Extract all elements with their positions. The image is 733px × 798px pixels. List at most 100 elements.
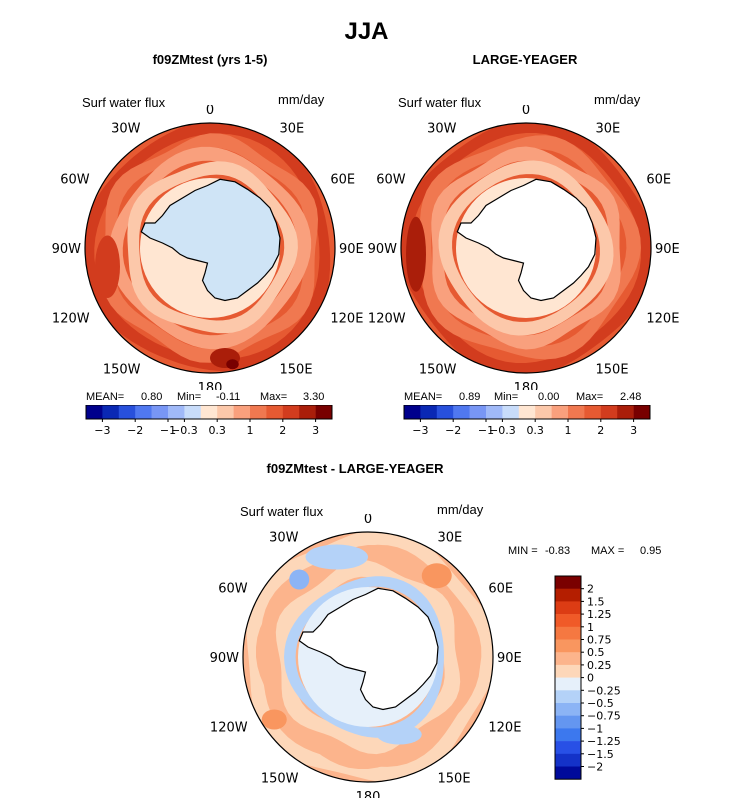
colorbar-tick-label: −0.5 <box>587 697 614 710</box>
colorbar-swatch <box>600 405 618 419</box>
longitude-label: 120W <box>368 312 406 327</box>
antarctica-coastline <box>456 178 597 302</box>
panel2-min-value: 0.00 <box>538 391 560 403</box>
longitude-label: 60E <box>488 582 513 597</box>
longitude-label: 150E <box>438 771 471 786</box>
longitude-label: 120E <box>488 721 521 736</box>
longitude-label: 60W <box>376 173 406 188</box>
contour-blob <box>261 709 287 730</box>
main-title: JJA <box>344 18 389 45</box>
colorbar-swatch <box>555 601 581 615</box>
panel1-map: 0 30E 60E 90E 120E 150E 180 150W 120W 90W 60W 30W <box>52 105 364 390</box>
panel3-max-label: MAX = <box>591 545 625 557</box>
colorbar-swatch <box>502 405 520 419</box>
longitude-label: 120W <box>52 312 90 327</box>
longitude-label: 180 <box>514 381 539 390</box>
longitude-label: 30W <box>427 122 457 137</box>
colorbar-swatch <box>555 639 581 653</box>
contour-blob <box>376 724 422 745</box>
panel2-mean-label: MEAN= <box>404 391 443 403</box>
map-boundary <box>84 122 336 374</box>
longitude-label: 30W <box>111 122 141 137</box>
panel1-mean-value: 0.80 <box>141 391 163 403</box>
longitude-label: 90E <box>655 242 680 257</box>
colorbar-swatch <box>555 677 581 691</box>
longitude-label: 90E <box>339 242 364 257</box>
colorbar-swatch <box>555 664 581 678</box>
longitude-label: 180 <box>198 381 223 390</box>
panel2-map: 0 30E 60E 90E 120E 150E 180 150W 120W 90W 60W 30W <box>368 105 680 390</box>
colorbar-frame <box>85 405 333 420</box>
panel1-units-label: mm/day <box>278 92 325 107</box>
panel1-mean-label: MEAN= <box>86 391 125 403</box>
colorbar-swatch <box>551 405 569 419</box>
colorbar-swatch <box>555 741 581 755</box>
panel2-colorbar: −3 −2 −1−0.3 0.3 1 2 3 <box>403 405 651 437</box>
colorbar-swatch <box>233 405 251 419</box>
longitude-label: 180 <box>356 790 381 798</box>
colorbar-tick-label: 2 <box>597 424 604 437</box>
longitude-label: 90W <box>368 242 398 257</box>
colorbar-tick-label: 0.5 <box>587 646 605 659</box>
colorbar-swatch <box>200 405 218 419</box>
panel3-min-value: -0.83 <box>545 545 571 557</box>
colorbar-tick-label: 3 <box>312 424 319 437</box>
longitude-label: 150W <box>261 771 299 786</box>
panel3-map: 0 30E 60E 90E 120E 150E 180 150W 120W 90W 60W 30W <box>210 514 522 798</box>
colorbar-swatch <box>535 405 552 419</box>
colorbar-swatch <box>299 405 316 419</box>
panel2-title: LARGE-YEAGER <box>472 52 578 67</box>
colorbar-tick-label: 1 <box>247 424 254 437</box>
panel3-min-label: MIN = <box>508 545 538 557</box>
panel1-max-label: Max= <box>260 391 288 403</box>
colorbar-swatch <box>266 405 284 419</box>
longitude-label: 150W <box>103 362 141 377</box>
colorbar-tick-label: 0.25 <box>587 659 612 672</box>
colorbar-swatch <box>184 405 202 419</box>
colorbar-swatch <box>102 405 120 419</box>
panel1-min-value: -0.11 <box>216 391 241 403</box>
longitude-label: 30E <box>280 122 305 137</box>
panel1-colorbar: −3 −2 −1−0.3 0.3 1 2 3 <box>85 405 333 437</box>
longitude-label: 150W <box>419 362 457 377</box>
colorbar-tick-label: 2 <box>587 583 594 596</box>
longitude-label: 30E <box>596 122 621 137</box>
panel3-variable-label: Surf water flux <box>240 504 324 519</box>
colorbar-tick-label: 0 <box>587 672 594 685</box>
longitude-label: 0 <box>522 105 530 118</box>
colorbar-tick-label: −2 <box>127 424 143 437</box>
longitude-label: 60E <box>330 173 355 188</box>
colorbar-swatch <box>486 405 503 419</box>
panel1-min-label: Min= <box>177 391 202 403</box>
longitude-label: 60W <box>60 173 90 188</box>
longitude-label: 90W <box>52 242 82 257</box>
longitude-label: 60E <box>646 173 671 188</box>
longitude-label: 0 <box>206 105 214 118</box>
colorbar-tick-label: 3 <box>630 424 637 437</box>
panel2-max-label: Max= <box>576 391 604 403</box>
colorbar-swatch <box>404 405 421 419</box>
colorbar-swatch <box>420 405 438 419</box>
colorbar-tick-label: −1.25 <box>587 735 621 748</box>
colorbar-swatch <box>436 405 454 419</box>
colorbar-tick-label: −1.5 <box>587 748 614 761</box>
colorbar-swatch <box>168 405 185 419</box>
longitude-label: 150E <box>280 362 313 377</box>
longitude-label: 120E <box>646 312 679 327</box>
colorbar-tick-label: 0.3 <box>526 424 544 437</box>
colorbar-swatch <box>250 405 267 419</box>
colorbar-swatch <box>555 703 581 716</box>
longitude-label: 60W <box>218 582 248 597</box>
colorbar-swatch <box>453 405 470 419</box>
colorbar-swatch <box>555 614 581 628</box>
contour-blob <box>305 544 368 570</box>
colorbar-swatch <box>568 405 585 419</box>
colorbar-swatch <box>633 405 651 419</box>
colorbar-tick-label: −2 <box>445 424 461 437</box>
panel1-max-value: 3.30 <box>303 391 325 403</box>
colorbar-swatch <box>555 766 581 780</box>
longitude-label: 90W <box>210 651 240 666</box>
panel2-units-label: mm/day <box>594 92 641 107</box>
panel3-max-value: 0.95 <box>640 545 662 557</box>
colorbar-swatch <box>555 576 581 589</box>
